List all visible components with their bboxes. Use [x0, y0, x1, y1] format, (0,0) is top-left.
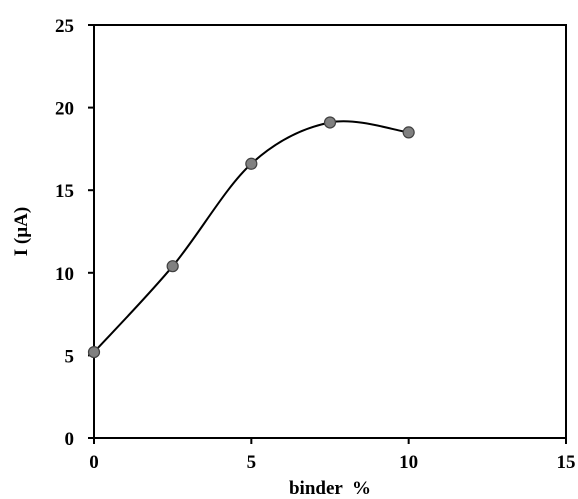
y-tick-label: 0 — [65, 429, 75, 450]
data-point — [245, 157, 258, 170]
data-points — [87, 116, 415, 359]
x-tick-label: 15 — [557, 452, 576, 473]
x-tick-label: 5 — [247, 452, 257, 473]
y-axis-title: I (µA) — [11, 207, 32, 256]
y-tick-label: 20 — [55, 99, 74, 120]
x-axis-ticks: 0 5 10 15 — [89, 438, 576, 473]
data-point — [87, 345, 101, 359]
x-tick-label: 0 — [89, 452, 99, 473]
data-point — [166, 260, 179, 273]
data-point — [323, 116, 337, 129]
x-tick-label: 10 — [399, 452, 418, 473]
y-tick-label: 25 — [55, 16, 74, 37]
x-axis-title: binder % — [289, 478, 371, 499]
y-tick-label: 5 — [65, 346, 75, 367]
y-tick-label: 15 — [55, 181, 74, 202]
series-curve — [93, 120, 409, 353]
data-point — [402, 126, 415, 139]
y-axis-ticks: 0 5 10 15 20 25 — [55, 16, 94, 450]
plot-area-frame — [93, 24, 567, 439]
y-tick-label: 10 — [55, 264, 74, 285]
